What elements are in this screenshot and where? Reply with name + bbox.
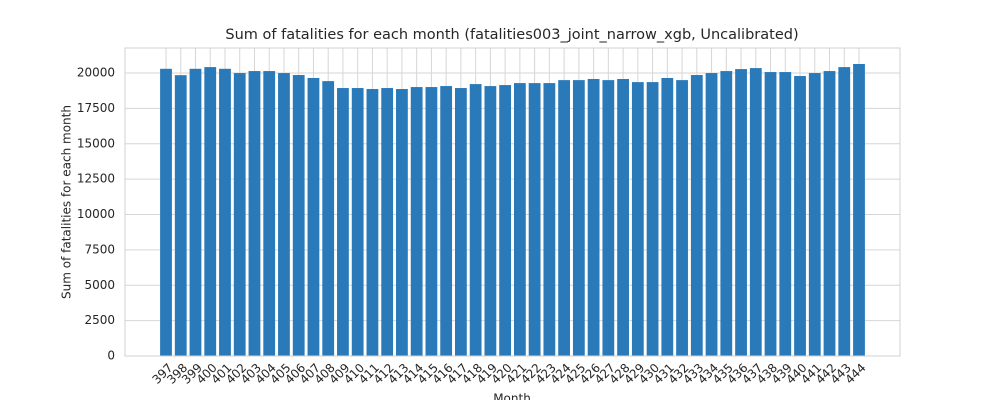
bar (204, 67, 217, 357)
bar (440, 86, 453, 357)
y-tick-label: 10000 (77, 207, 115, 221)
bar (189, 68, 202, 356)
bar (808, 73, 821, 356)
y-tick-label: 5000 (84, 278, 115, 292)
bar (499, 85, 512, 356)
plot-frame (124, 47, 901, 357)
bar (410, 87, 423, 357)
y-tick-label: 7500 (84, 242, 115, 256)
bar (558, 80, 571, 356)
bar (219, 68, 231, 356)
bar (292, 75, 305, 356)
chart-title: Sum of fatalities for each month (fatali… (225, 27, 798, 43)
bar (337, 88, 349, 357)
y-axis-label: Sum of fatalities for each month (60, 105, 74, 299)
bar (779, 72, 792, 356)
bar (469, 84, 482, 356)
bar (396, 89, 408, 357)
bar (307, 77, 320, 357)
bar (572, 80, 585, 356)
bar (838, 67, 851, 357)
bar (602, 80, 615, 356)
bar (322, 81, 335, 356)
bar (543, 83, 556, 356)
bar (676, 80, 688, 356)
bar (263, 71, 276, 356)
bar (661, 77, 674, 357)
bar (646, 82, 659, 356)
x-axis-label: Month (493, 392, 531, 400)
bar (425, 87, 438, 357)
bar (794, 76, 806, 356)
bar (233, 73, 246, 356)
bar (720, 71, 733, 356)
bar (278, 73, 290, 356)
bar (690, 75, 703, 356)
y-tick-label: 20000 (77, 66, 115, 80)
y-tick-label: 17500 (77, 101, 115, 115)
bar (381, 88, 394, 357)
bar (735, 69, 747, 356)
bar (587, 78, 600, 357)
bar (528, 83, 541, 356)
bar (160, 68, 172, 356)
bar (351, 88, 364, 357)
bar (174, 75, 187, 356)
bar (853, 63, 865, 357)
bar (705, 73, 718, 356)
bar (366, 89, 379, 357)
bar (617, 78, 629, 357)
bar (513, 83, 526, 356)
y-tick-label: 0 (107, 349, 115, 363)
bar (454, 88, 467, 357)
bar (764, 72, 777, 356)
y-tick-label: 12500 (77, 172, 115, 186)
bar (631, 82, 644, 356)
y-tick-label: 15000 (77, 136, 115, 150)
bar (823, 71, 836, 356)
y-tick-label: 2500 (84, 313, 115, 327)
bar (248, 71, 261, 356)
bar (484, 86, 497, 357)
bar (749, 68, 762, 357)
